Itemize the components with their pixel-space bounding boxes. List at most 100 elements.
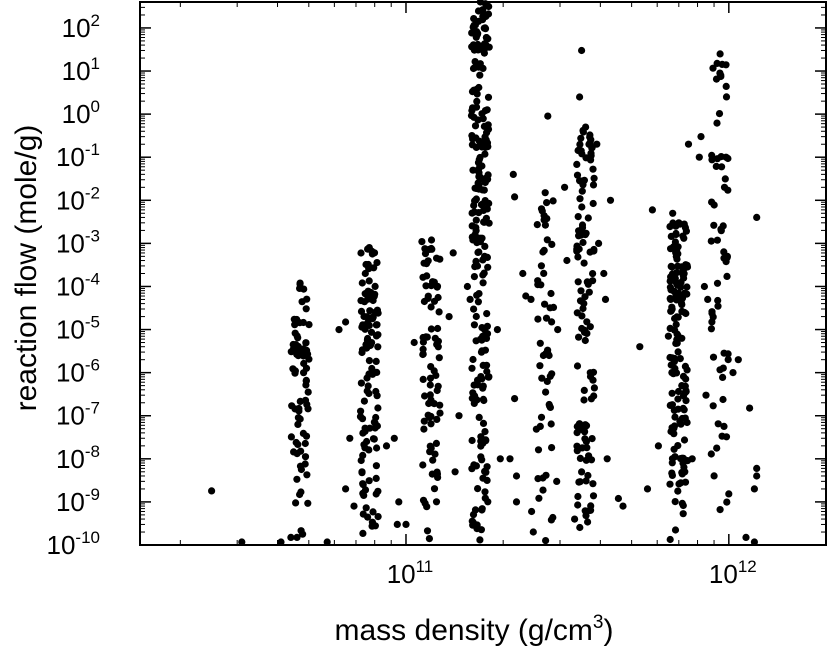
data-point	[547, 420, 555, 428]
data-point	[367, 328, 376, 336]
data-point	[365, 357, 373, 365]
data-point	[654, 442, 663, 450]
data-point	[536, 362, 544, 370]
data-point	[294, 420, 302, 428]
data-point	[420, 297, 428, 306]
data-point	[535, 494, 543, 502]
data-point	[549, 513, 557, 522]
data-point	[734, 356, 742, 364]
data-point	[580, 396, 588, 404]
data-point	[553, 477, 561, 485]
data-point	[666, 535, 674, 544]
data-point	[298, 298, 306, 306]
data-point	[668, 455, 677, 463]
data-point	[484, 373, 492, 381]
data-point	[680, 270, 688, 278]
data-point	[291, 369, 299, 377]
data-point	[676, 417, 684, 425]
data-point	[582, 123, 590, 131]
data-point	[717, 225, 725, 233]
data-point	[571, 515, 579, 523]
data-point	[474, 7, 483, 15]
data-point	[716, 506, 724, 514]
data-point	[576, 297, 585, 305]
data-point	[369, 508, 377, 516]
data-point	[480, 49, 488, 57]
data-point	[366, 307, 374, 315]
data-point	[473, 97, 481, 105]
data-point	[469, 389, 477, 397]
data-point	[534, 277, 542, 285]
data-point	[512, 472, 521, 480]
data-point	[563, 256, 571, 265]
data-point	[683, 366, 691, 374]
data-point	[479, 64, 487, 72]
data-point	[304, 405, 312, 413]
data-point	[484, 93, 493, 101]
data-point	[573, 160, 581, 168]
data-point	[468, 465, 476, 473]
data-point	[683, 283, 691, 291]
data-point	[606, 196, 615, 204]
data-point	[481, 326, 489, 334]
data-point	[714, 420, 722, 428]
data-point	[429, 456, 437, 464]
data-point	[424, 411, 432, 419]
y-tick-label: 10-9	[56, 485, 100, 517]
data-point	[362, 504, 370, 512]
data-point	[479, 200, 487, 208]
data-point	[713, 444, 721, 452]
data-point	[477, 348, 486, 356]
y-tick-label: 100	[62, 97, 100, 129]
data-point	[485, 199, 493, 207]
data-point	[468, 209, 476, 217]
data-point	[479, 256, 487, 264]
data-point	[425, 535, 433, 543]
data-point	[370, 292, 378, 300]
data-point	[707, 450, 715, 458]
data-point	[433, 282, 442, 290]
data-point	[370, 435, 378, 443]
data-point	[470, 381, 478, 389]
y-tick-label: 10-1	[56, 140, 100, 172]
data-point	[365, 477, 373, 485]
data-point	[723, 252, 732, 260]
data-point	[534, 315, 542, 323]
data-point	[542, 388, 550, 396]
data-point	[671, 413, 679, 421]
data-point	[578, 46, 586, 55]
data-point	[427, 303, 435, 311]
data-point	[472, 216, 480, 224]
data-point	[666, 283, 675, 291]
data-point	[484, 175, 492, 183]
y-tick-label: 10-6	[56, 356, 100, 388]
y-tick-label: 101	[62, 54, 100, 86]
data-point	[584, 214, 592, 222]
data-point	[577, 134, 585, 142]
data-point	[676, 355, 684, 363]
data-point	[548, 318, 556, 326]
data-point	[426, 374, 435, 382]
data-point	[589, 368, 598, 376]
data-point	[477, 175, 485, 183]
data-point	[365, 277, 373, 285]
data-point	[528, 507, 536, 516]
data-point	[301, 453, 310, 461]
data-point	[702, 391, 710, 399]
data-point	[373, 321, 381, 329]
data-point	[581, 231, 589, 239]
data-point	[668, 424, 676, 432]
data-point	[468, 141, 476, 149]
data-point	[357, 249, 365, 257]
data-point	[715, 110, 724, 118]
data-point	[335, 326, 343, 334]
data-point	[668, 389, 676, 397]
data-point	[577, 287, 585, 295]
data-point	[636, 343, 644, 351]
data-point	[584, 471, 592, 480]
data-point	[537, 413, 546, 421]
data-point	[299, 318, 307, 327]
data-point	[675, 219, 683, 227]
data-point	[742, 533, 750, 542]
data-point	[425, 399, 433, 408]
